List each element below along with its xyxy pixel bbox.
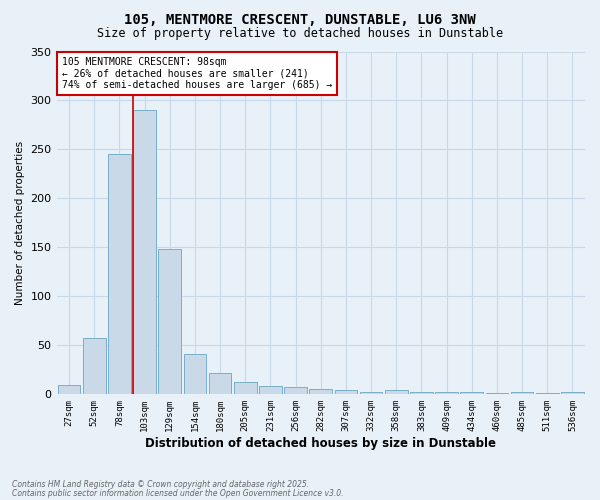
Bar [310,390,332,394]
Bar [58,384,80,394]
Bar [385,390,407,394]
X-axis label: Distribution of detached houses by size in Dunstable: Distribution of detached houses by size … [145,437,496,450]
Bar [335,390,357,394]
Text: Size of property relative to detached houses in Dunstable: Size of property relative to detached ho… [97,28,503,40]
Bar [133,110,156,395]
Bar [410,392,433,394]
Bar [83,338,106,394]
Bar [234,382,257,394]
Bar [209,373,232,394]
Bar [158,250,181,394]
Bar [460,392,483,394]
Text: 105 MENTMORE CRESCENT: 98sqm
← 26% of detached houses are smaller (241)
74% of s: 105 MENTMORE CRESCENT: 98sqm ← 26% of de… [62,56,332,90]
Bar [561,392,584,394]
Bar [435,392,458,394]
Bar [511,392,533,394]
Bar [284,388,307,394]
Bar [259,386,282,394]
Text: Contains public sector information licensed under the Open Government Licence v3: Contains public sector information licen… [12,488,343,498]
Bar [108,154,131,394]
Text: Contains HM Land Registry data © Crown copyright and database right 2025.: Contains HM Land Registry data © Crown c… [12,480,309,489]
Bar [184,354,206,395]
Bar [360,392,382,394]
Text: 105, MENTMORE CRESCENT, DUNSTABLE, LU6 3NW: 105, MENTMORE CRESCENT, DUNSTABLE, LU6 3… [124,12,476,26]
Y-axis label: Number of detached properties: Number of detached properties [15,141,25,305]
